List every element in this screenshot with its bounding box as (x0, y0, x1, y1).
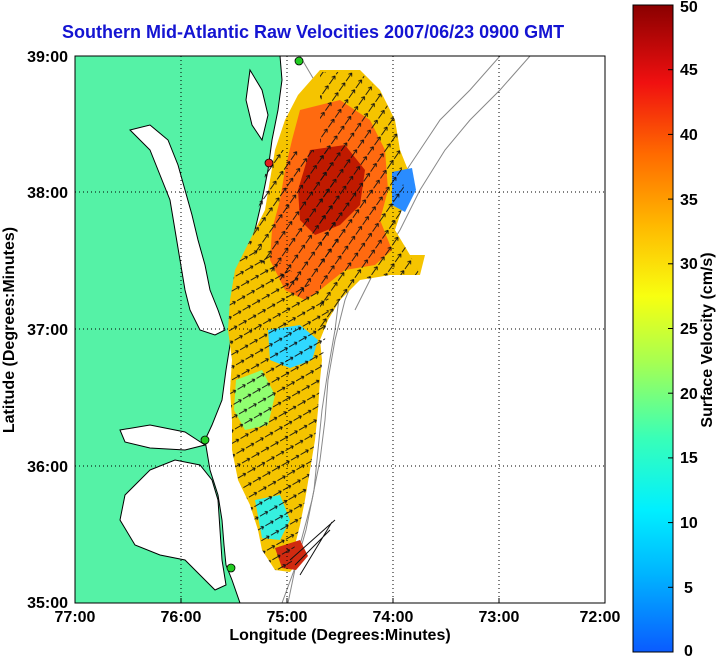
y-tick-label: 36:00 (27, 459, 68, 476)
colorbar-tick-label: 20 (680, 386, 698, 403)
map-title: Southern Mid-Atlantic Raw Velocities 200… (62, 22, 565, 42)
station-marker (200, 435, 210, 445)
velocity-vectors-mid (250, 150, 340, 300)
x-tick-label: 76:00 (161, 609, 202, 626)
y-tick-label: 38:00 (27, 185, 68, 202)
colorbar-tick-label: 30 (680, 256, 698, 273)
station-marker-active (264, 158, 274, 168)
x-axis-label: Longitude (Degrees:Minutes) (229, 627, 450, 644)
colorbar-tick-label: 0 (684, 643, 693, 659)
x-tick-label: 75:00 (267, 609, 308, 626)
plot-frame (74, 55, 606, 604)
chesapeake-bay (129, 124, 226, 336)
x-tick-label: 73:00 (479, 609, 520, 626)
x-tick-marks (74, 598, 606, 603)
station-marker (294, 56, 304, 66)
colorbar-tick-label: 45 (680, 62, 698, 79)
colorbar-tick-label: 10 (680, 515, 698, 532)
colorbar-tick-label: 40 (680, 127, 698, 144)
isobath-2 (287, 56, 501, 603)
y-tick-label: 37:00 (27, 322, 68, 339)
grid-lines (75, 56, 605, 603)
y-axis-label: Latitude (Degrees:Minutes) (1, 227, 18, 433)
velocity-vectors (320, 72, 420, 340)
station-marker (226, 563, 236, 573)
y-tick-label: 35:00 (27, 595, 68, 612)
land-mass (75, 56, 283, 603)
x-tick-label: 74:00 (373, 609, 414, 626)
x-tick-label: 77:00 (55, 609, 96, 626)
colorbar-tick-label: 5 (684, 580, 693, 597)
pamlico-sound (119, 459, 227, 591)
colorbar-tick-label: 50 (680, 0, 698, 16)
colorbar (632, 4, 674, 653)
southern-long-vectors (289, 519, 336, 576)
colorbar-tick-marks (668, 69, 673, 588)
velocity-vectors-south (228, 240, 330, 572)
colorbar-tick-label: 15 (680, 450, 698, 467)
colorbar-tick-label: 25 (680, 321, 698, 338)
y-tick-label: 39:00 (27, 49, 68, 66)
x-tick-label: 72:00 (580, 609, 621, 626)
albemarle-sound (119, 424, 207, 451)
colorbar-tick-label: 35 (680, 192, 698, 209)
delaware-bay (245, 68, 269, 142)
colorbar-label: Surface Velocity (cm/s) (699, 252, 716, 427)
